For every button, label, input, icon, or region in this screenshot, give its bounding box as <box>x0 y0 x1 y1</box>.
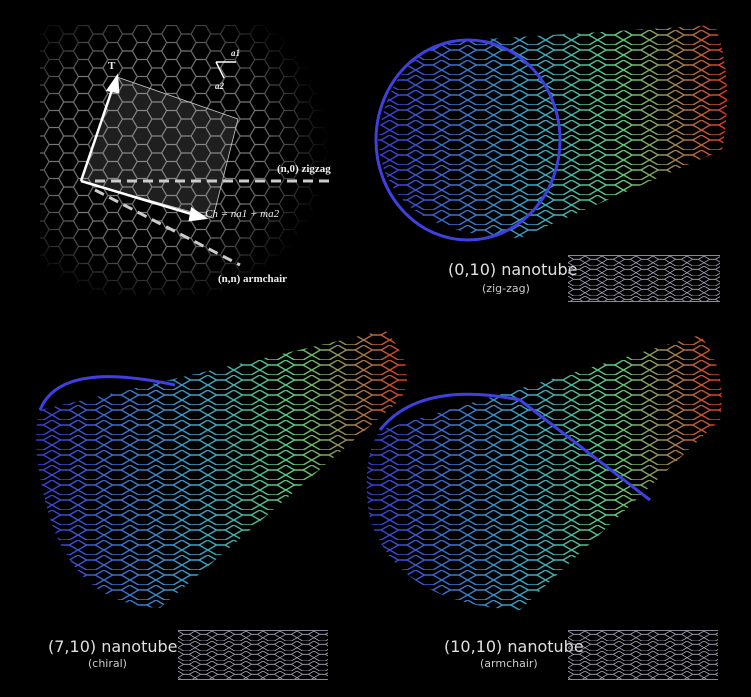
a2-label: a2 <box>215 81 224 91</box>
zigzag-tube-thumbnail <box>568 255 720 302</box>
a2-arrow <box>215 61 225 79</box>
chiral-tube-title: (7,10) nanotube <box>48 637 178 656</box>
t-vector-arrow <box>79 83 116 182</box>
nanotube-zigzag-model <box>374 25 728 242</box>
chiral-vector-arrow <box>80 179 199 218</box>
zigzag-tube-subtitle: (zig-zag) <box>482 282 530 295</box>
t-label: T <box>108 60 116 72</box>
armchair-line <box>94 188 241 267</box>
a1-label: a1 <box>231 48 240 58</box>
chiral-tube-subtitle: (chiral) <box>88 657 127 670</box>
chiral-vector-label: Ch = na1 + ma2 <box>205 208 280 220</box>
nanotube-chiral-model <box>36 330 408 608</box>
armchair-tube-subtitle: (armchair) <box>480 657 538 670</box>
armchair-label: (n,n) armchair <box>218 273 288 285</box>
chiral-tube-thumbnail <box>178 630 328 680</box>
zigzag-label: (n,0) zigzag <box>277 163 331 175</box>
zigzag-tube-title: (0,10) nanotube <box>448 260 578 279</box>
armchair-tube-thumbnail <box>568 630 718 680</box>
armchair-tube-title: (10,10) nanotube <box>444 637 584 656</box>
nanotube-armchair-model <box>366 335 722 610</box>
